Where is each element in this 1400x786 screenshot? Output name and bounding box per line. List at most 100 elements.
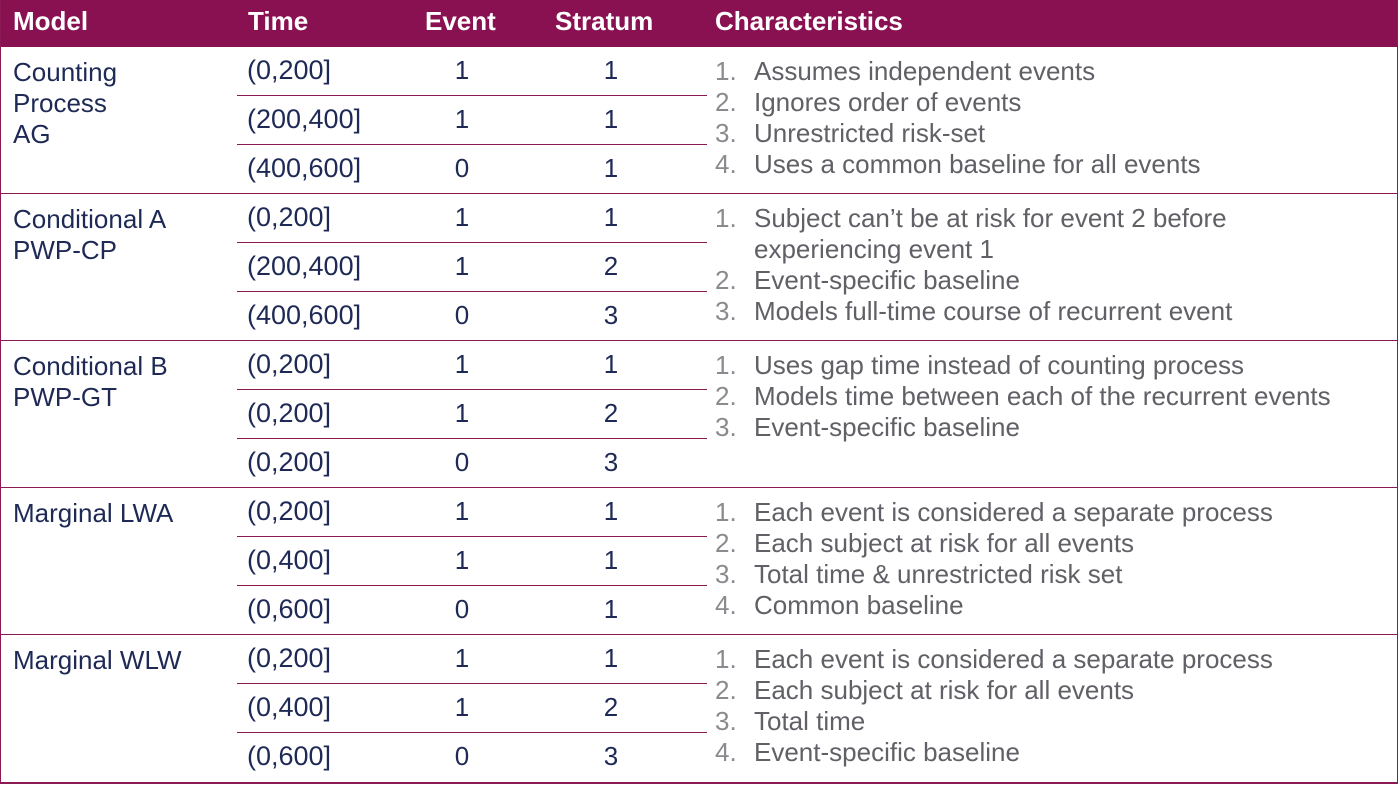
- event-value: 1: [454, 398, 470, 428]
- list-item: 3. Total time & unrestricted risk set: [715, 559, 1355, 590]
- time-interval: (0,200]: [247, 202, 332, 232]
- event-value: 0: [454, 741, 470, 771]
- stratum-value: 2: [603, 398, 619, 428]
- time-interval: (0,600]: [247, 594, 332, 624]
- item-text: Each event is considered a separate proc…: [754, 497, 1273, 527]
- header-event: Event: [425, 6, 496, 36]
- item-number: 1.: [715, 56, 737, 86]
- item-text: Common baseline: [754, 590, 964, 620]
- list-item: 4. Event-specific baseline: [715, 737, 1355, 768]
- table-row: (400,600] 0 3: [237, 292, 707, 340]
- table-row: (0,200] 1 1: [237, 635, 707, 684]
- item-text: Each subject at risk for all events: [754, 528, 1135, 558]
- table-row: (200,400] 1 2: [237, 243, 707, 292]
- item-text: Total time & unrestricted risk set: [754, 559, 1123, 589]
- list-item: 3. Models full-time course of recurrent e…: [715, 296, 1355, 327]
- table-row: (200,400] 1 1: [237, 96, 707, 145]
- item-text: Total time: [754, 706, 866, 736]
- event-value: 0: [454, 300, 470, 330]
- model-name: Marginal LWA: [13, 498, 174, 528]
- item-text: Unrestricted risk-set: [754, 118, 986, 148]
- item-text: Ignores order of events: [754, 87, 1022, 117]
- model-group-marginal-lwa: Marginal LWA (0,200] 1 1 (0,400] 1 1 (0,…: [1, 488, 1397, 635]
- list-item: 2. Models time between each of the recurr…: [715, 381, 1355, 412]
- header-stratum: Stratum: [555, 6, 654, 36]
- item-text: Assumes independent events: [754, 56, 1096, 86]
- item-text: Uses a common baseline for all events: [754, 149, 1201, 179]
- stratum-value: 1: [603, 104, 619, 134]
- event-value: 1: [454, 251, 470, 281]
- stratum-value: 2: [603, 251, 619, 281]
- event-value: 0: [454, 153, 470, 183]
- item-text: Uses gap time instead of counting proces…: [754, 350, 1244, 380]
- model-group-marginal-wlw: Marginal WLW (0,200] 1 1 (0,400] 1 2 (0,…: [1, 635, 1397, 782]
- time-interval: (0,400]: [247, 692, 332, 722]
- model-group-conditional-b: Conditional B PWP-GT (0,200] 1 1 (0,200]…: [1, 341, 1397, 488]
- item-number: 3.: [715, 296, 737, 326]
- time-interval: (0,400]: [247, 545, 332, 575]
- event-value: 1: [454, 496, 470, 526]
- stratum-value: 1: [603, 349, 619, 379]
- characteristics-list: 1. Each event is considered a separate pr…: [715, 497, 1355, 621]
- event-value: 1: [454, 202, 470, 232]
- table-row: (0,400] 1 1: [237, 537, 707, 586]
- list-item: 4. Common baseline: [715, 590, 1355, 621]
- event-value: 1: [454, 55, 470, 85]
- event-value: 1: [454, 643, 470, 673]
- header-model: Model: [13, 6, 89, 36]
- event-value: 1: [454, 349, 470, 379]
- table-row: (0,200] 1 2: [237, 390, 707, 439]
- stratum-value: 3: [603, 300, 619, 330]
- item-number: 3.: [715, 706, 737, 736]
- list-item: 2. Each subject at risk for all events: [715, 675, 1355, 706]
- item-text: Models time between each of the recurren…: [754, 381, 1331, 411]
- time-interval: (400,600]: [247, 300, 362, 330]
- characteristics-list: 1. Assumes independent events 2. Ignores o…: [715, 56, 1355, 180]
- list-item: 3. Total time: [715, 706, 1355, 737]
- stratum-value: 1: [603, 55, 619, 85]
- table-header: Model Time Event Stratum Characteristics: [1, 0, 1397, 47]
- stratum-value: 1: [603, 545, 619, 575]
- item-text: Event-specific baseline: [754, 737, 1020, 767]
- list-item: 1. Uses gap time instead of counting proc…: [715, 350, 1355, 381]
- characteristics-list: 1. Subject can’t be at risk for event 2 b…: [715, 203, 1355, 327]
- item-number: 4.: [715, 737, 737, 767]
- list-item: 2. Each subject at risk for all events: [715, 528, 1355, 559]
- model-name: Conditional A PWP-CP: [13, 204, 167, 265]
- table-row: (0,600] 0 1: [237, 586, 707, 634]
- item-number: 4.: [715, 149, 737, 179]
- characteristics-list: 1. Each event is considered a separate pr…: [715, 644, 1355, 768]
- table-row: (0,200] 1 1: [237, 47, 707, 96]
- stratum-value: 3: [603, 447, 619, 477]
- item-number: 1.: [715, 497, 737, 527]
- time-interval: (0,200]: [247, 349, 332, 379]
- list-item: 1. Each event is considered a separate pr…: [715, 497, 1355, 528]
- list-item: 3. Event-specific baseline: [715, 412, 1355, 443]
- model-group-conditional-a: Conditional A PWP-CP (0,200] 1 1 (200,40…: [1, 194, 1397, 341]
- event-value: 0: [454, 594, 470, 624]
- item-number: 2.: [715, 87, 737, 117]
- stratum-value: 1: [603, 594, 619, 624]
- time-interval: (400,600]: [247, 153, 362, 183]
- table-row: (0,200] 1 1: [237, 194, 707, 243]
- model-name: Marginal WLW: [13, 645, 182, 675]
- time-interval: (0,600]: [247, 741, 332, 771]
- item-number: 1.: [715, 203, 737, 233]
- stratum-value: 1: [603, 202, 619, 232]
- header-characteristics: Characteristics: [715, 6, 903, 36]
- list-item: 4. Uses a common baseline for all events: [715, 149, 1355, 180]
- model-group-counting-process: Counting Process AG (0,200] 1 1 (200,400…: [1, 47, 1397, 194]
- header-time: Time: [248, 6, 309, 36]
- item-number: 1.: [715, 350, 737, 380]
- table-row: (0,200] 1 1: [237, 488, 707, 537]
- item-text: Event-specific baseline: [754, 412, 1020, 442]
- time-interval: (0,200]: [247, 496, 332, 526]
- item-number: 2.: [715, 265, 737, 295]
- time-interval: (0,200]: [247, 55, 332, 85]
- item-text: Each subject at risk for all events: [754, 675, 1135, 705]
- item-number: 3.: [715, 412, 737, 442]
- item-number: 2.: [715, 528, 737, 558]
- list-item: 1. Subject can’t be at risk for event 2 b…: [715, 203, 1355, 265]
- item-text: Each event is considered a separate proc…: [754, 644, 1273, 674]
